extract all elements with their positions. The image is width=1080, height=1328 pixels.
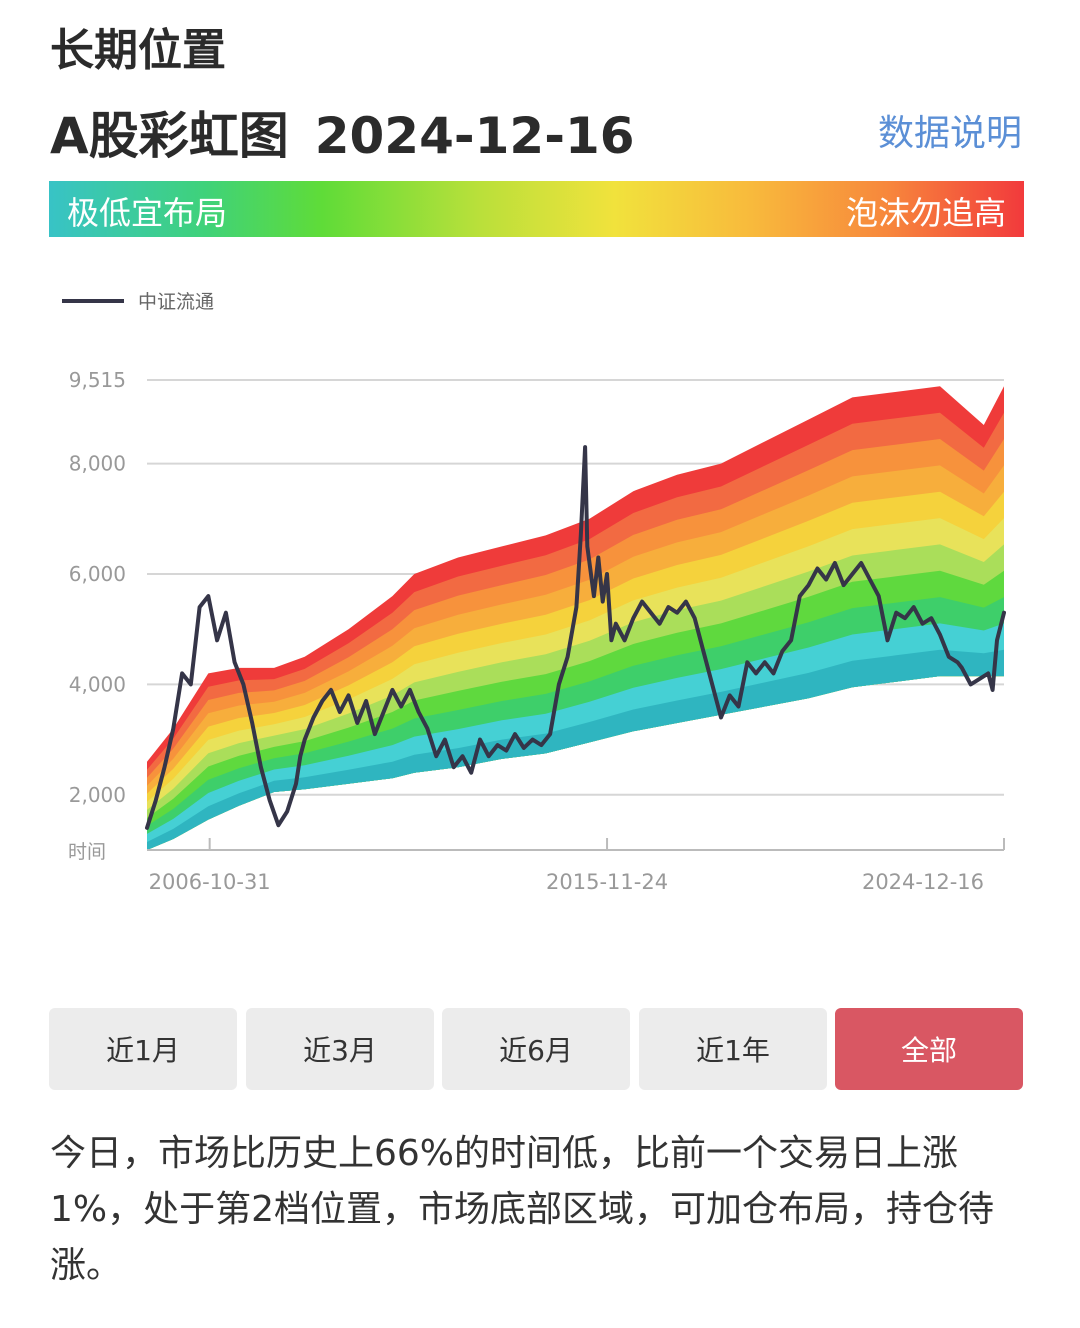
- chart-title: A股彩虹图 2024-12-16: [50, 96, 635, 168]
- chart-title-text: A股彩虹图: [50, 107, 289, 165]
- price-line-series: [145, 445, 1006, 830]
- chart-date: 2024-12-16: [314, 107, 635, 165]
- x-tick-label: 2006-10-31: [149, 870, 271, 894]
- range-button-1y[interactable]: 近1年: [639, 1008, 827, 1090]
- x-tick-label: 2015-11-24: [546, 870, 668, 894]
- x-axis-label: 时间: [68, 841, 106, 863]
- range-button-6m[interactable]: 近6月: [442, 1008, 630, 1090]
- x-tick-label: 2024-12-16: [862, 870, 984, 894]
- rainbow-low-label: 极低宜布局: [67, 194, 228, 232]
- y-tick-label: 8,000: [69, 452, 126, 476]
- legend-label: 中证流通: [138, 291, 214, 313]
- market-summary: 今日，市场比历史上66%的时间低，比前一个交易日上涨1%，处于第2档位置，市场底…: [50, 1133, 995, 1286]
- rainbow-chart[interactable]: 中证流通 9,515 8,000 6,000 4,000 2,000 时间 2006-10-3…: [0, 270, 1080, 930]
- rainbow-high-label: 泡沫勿追高: [845, 194, 1006, 232]
- data-explanation-link[interactable]: 数据说明: [877, 113, 1022, 154]
- rainbow-band-1: [147, 649, 1004, 850]
- y-tick-label: 2,000: [69, 783, 126, 807]
- range-button-all[interactable]: 全部: [835, 1008, 1023, 1090]
- page-title: 长期位置: [50, 25, 226, 76]
- y-tick-label: 4,000: [69, 672, 126, 696]
- y-tick-label: 9,515: [69, 368, 126, 392]
- range-button-3m[interactable]: 近3月: [246, 1008, 434, 1090]
- range-button-1m[interactable]: 近1月: [49, 1008, 237, 1090]
- y-tick-label: 6,000: [69, 562, 126, 586]
- rainbow-scale-bar: 极低宜布局 泡沫勿追高: [49, 181, 1024, 237]
